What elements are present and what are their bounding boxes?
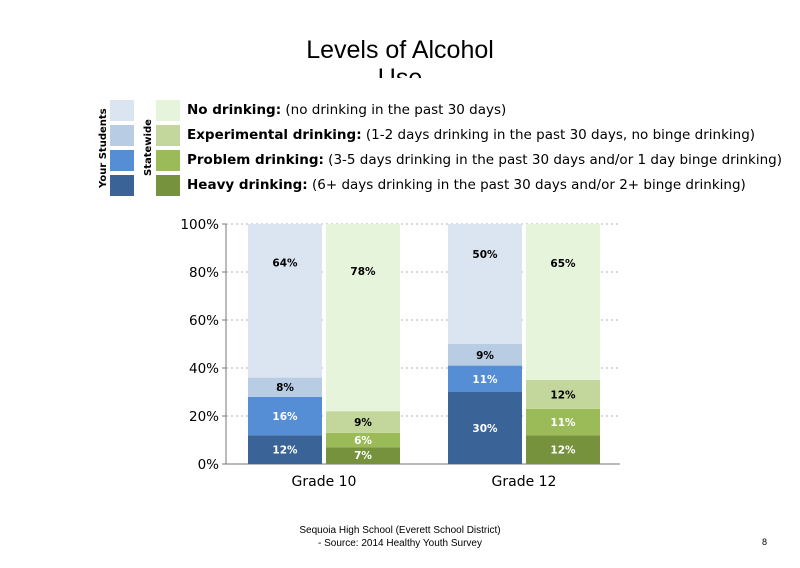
bar-grade-12-your-students: 30% 11% 9% 50% — [448, 224, 522, 464]
legend-swatch-statewide — [156, 100, 180, 121]
data-label: 7% — [354, 450, 372, 462]
legend-swatch-your-students — [110, 125, 134, 146]
footer-school: Sequoia High School (Everett School Dist… — [299, 525, 501, 536]
data-label: 16% — [272, 411, 298, 423]
data-label: 11% — [472, 374, 498, 386]
legend-item-heavy-drinking: Heavy drinking: (6+ days drinking in the… — [187, 177, 746, 193]
data-label: 11% — [550, 417, 576, 429]
legend-item-desc: (no drinking in the past 30 days) — [281, 102, 507, 118]
bar-segment — [526, 408, 600, 436]
data-label: 6% — [354, 435, 372, 447]
bar-segment — [526, 435, 600, 464]
data-label: 50% — [472, 249, 498, 261]
y-tick-label: 100% — [180, 217, 219, 233]
data-label: 12% — [272, 445, 298, 457]
data-label: 8% — [276, 382, 294, 394]
legend-item-desc: (1-2 days drinking in the past 30 days, … — [361, 127, 756, 143]
bar-segment — [326, 432, 400, 448]
bar-segment — [326, 224, 400, 412]
x-tick-label: Grade 10 — [292, 474, 357, 490]
page-number: 8 — [762, 537, 768, 547]
footer-source: - Source: 2014 Healthy Youth Survey — [318, 538, 482, 549]
legend-swatch-your-students — [110, 100, 134, 121]
bar-segment — [248, 396, 322, 436]
legend-item-bold: Heavy drinking: — [187, 177, 308, 193]
legend-item-bold: Experimental drinking: — [187, 127, 362, 143]
data-label: 9% — [476, 350, 494, 362]
bar-segment — [248, 377, 322, 397]
y-tick-label: 20% — [189, 409, 219, 425]
data-label: 9% — [354, 417, 372, 429]
y-tick-label: 40% — [189, 361, 219, 377]
page-title: Levels of Alcohol Use — [306, 36, 494, 78]
bar-grade-10-statewide: 7% 6% 9% 78% — [326, 224, 400, 464]
bar-grade-12-statewide: 12% 11% 12% 65% — [526, 224, 600, 464]
legend-item-bold: Problem drinking: — [187, 152, 324, 168]
legend-item-desc: (6+ days drinking in the past 30 days an… — [307, 177, 746, 193]
y-tick-label: 60% — [189, 313, 219, 329]
legend-item-no-drinking: No drinking: (no drinking in the past 30… — [187, 102, 506, 118]
title-container: Levels of Alcohol Use — [200, 36, 600, 78]
footer: Sequoia High School (Everett School Dist… — [240, 524, 560, 550]
legend-swatch-statewide — [156, 125, 180, 146]
bar-segment — [448, 344, 522, 366]
bar-segment — [526, 224, 600, 380]
bar-segment — [526, 380, 600, 409]
bar-segment — [326, 447, 400, 464]
data-label: 30% — [472, 423, 498, 435]
bar-segment — [248, 224, 322, 378]
legend-swatch-your-students — [110, 175, 134, 196]
legend-item-experimental-drinking: Experimental drinking: (1-2 days drinkin… — [187, 127, 755, 143]
bar-segment — [248, 435, 322, 464]
data-label: 12% — [550, 389, 576, 401]
bar-segment — [326, 411, 400, 433]
stacked-bar-chart: 0% 20% 40% 60% 80% 100% 12% 16% 8% 64% 7% 6% 9% 78% 30… — [180, 217, 620, 490]
bar-segment — [448, 392, 522, 464]
data-label: 12% — [550, 445, 576, 457]
data-label: 65% — [550, 258, 576, 270]
legend-swatch-statewide — [156, 175, 180, 196]
bar-segment — [448, 224, 522, 344]
bar-grade-10-your-students: 12% 16% 8% 64% — [248, 224, 322, 464]
legend-swatch-statewide — [156, 150, 180, 171]
data-label: 64% — [272, 257, 298, 269]
y-tick-label: 0% — [198, 457, 220, 473]
legend-swatch-your-students — [110, 150, 134, 171]
bar-segment — [448, 365, 522, 392]
legend-item-desc: (3-5 days drinking in the past 30 days a… — [323, 152, 782, 168]
legend-item-bold: No drinking: — [187, 102, 282, 118]
legend-item-problem-drinking: Problem drinking: (3-5 days drinking in … — [187, 152, 782, 168]
x-tick-label: Grade 12 — [492, 474, 557, 490]
legend-swatches — [110, 100, 180, 196]
data-label: 78% — [350, 266, 376, 278]
y-tick-label: 80% — [189, 265, 219, 281]
